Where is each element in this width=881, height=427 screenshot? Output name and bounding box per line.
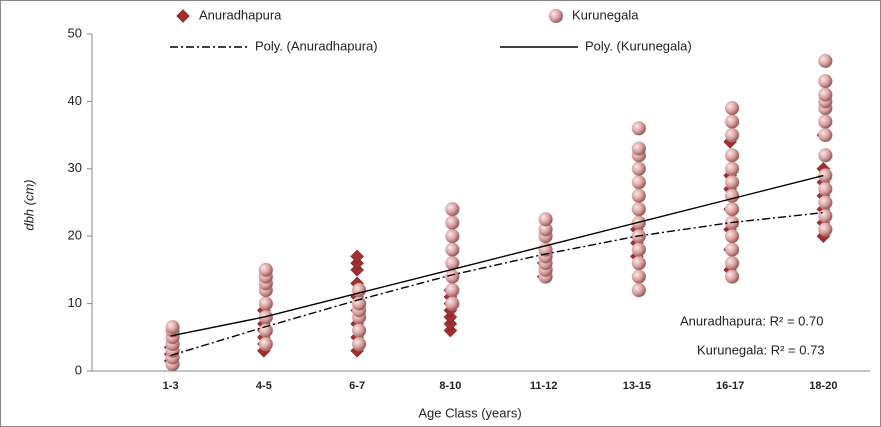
point bbox=[631, 141, 647, 156]
point bbox=[818, 148, 833, 163]
y-tick-label: 0 bbox=[75, 362, 82, 377]
x-tick-label: 11-12 bbox=[530, 380, 558, 392]
point bbox=[724, 114, 740, 129]
point bbox=[631, 242, 647, 257]
point bbox=[631, 161, 647, 176]
point bbox=[724, 127, 740, 143]
y-tick-label: 10 bbox=[68, 295, 82, 310]
point bbox=[351, 323, 367, 338]
point bbox=[818, 87, 833, 102]
legend-marker bbox=[548, 8, 564, 24]
legend-label: Kurunegala bbox=[572, 7, 639, 22]
legend-label: Poly. (Kurunegala) bbox=[585, 38, 692, 53]
point bbox=[724, 202, 740, 217]
point bbox=[724, 269, 740, 284]
point bbox=[445, 296, 460, 311]
point bbox=[818, 168, 833, 183]
point bbox=[631, 188, 647, 203]
point bbox=[350, 249, 364, 264]
x-axis-label: Age Class (years) bbox=[418, 405, 521, 420]
x-tick-label: 1-3 bbox=[163, 380, 179, 392]
point bbox=[631, 282, 647, 298]
legend-marker bbox=[176, 9, 190, 23]
point bbox=[631, 175, 647, 190]
point bbox=[445, 229, 460, 244]
point bbox=[351, 336, 367, 352]
point bbox=[631, 202, 647, 217]
y-tick-label: 40 bbox=[68, 93, 82, 108]
point bbox=[445, 282, 460, 298]
point bbox=[724, 175, 740, 190]
point bbox=[818, 195, 833, 210]
point bbox=[258, 296, 274, 311]
x-tick-label: 18-20 bbox=[809, 380, 837, 392]
point bbox=[445, 202, 460, 217]
legend-label: Anuradhapura bbox=[199, 7, 282, 22]
point bbox=[818, 74, 833, 89]
point bbox=[724, 161, 740, 176]
point bbox=[258, 323, 274, 338]
trend-line bbox=[170, 174, 824, 337]
legend-label: Poly. (Anuradhapura) bbox=[255, 38, 378, 53]
point bbox=[631, 256, 647, 271]
y-axis-label: dbh (cm) bbox=[21, 179, 36, 230]
trend-line bbox=[170, 211, 824, 357]
y-tick-label: 20 bbox=[68, 228, 82, 243]
y-tick-label: 50 bbox=[68, 25, 82, 40]
point bbox=[818, 181, 833, 197]
x-tick-label: 4-5 bbox=[256, 380, 272, 392]
point bbox=[724, 100, 740, 116]
annotation: Kurunegala: R² = 0.73 bbox=[697, 342, 825, 357]
point bbox=[445, 242, 460, 257]
point bbox=[631, 269, 647, 284]
point bbox=[818, 208, 833, 224]
point bbox=[818, 222, 833, 237]
point bbox=[724, 148, 740, 163]
point bbox=[724, 229, 740, 244]
y-tick-label: 30 bbox=[68, 160, 82, 175]
point bbox=[818, 127, 833, 143]
x-tick-label: 13-15 bbox=[623, 380, 651, 392]
point bbox=[724, 242, 740, 257]
point bbox=[258, 262, 274, 278]
x-tick-label: 6-7 bbox=[349, 380, 365, 392]
point bbox=[818, 53, 833, 69]
point bbox=[818, 114, 833, 129]
point bbox=[724, 256, 740, 271]
point bbox=[258, 336, 274, 352]
point bbox=[351, 296, 367, 311]
point bbox=[445, 269, 460, 284]
x-tick-label: 8-10 bbox=[439, 380, 461, 392]
point bbox=[445, 215, 460, 230]
annotation: Anuradhapura: R² = 0.70 bbox=[680, 313, 823, 328]
point bbox=[165, 320, 180, 335]
point bbox=[631, 121, 647, 136]
point bbox=[351, 282, 367, 298]
point bbox=[538, 212, 553, 227]
point bbox=[724, 188, 740, 203]
x-tick-label: 16-17 bbox=[716, 380, 744, 392]
